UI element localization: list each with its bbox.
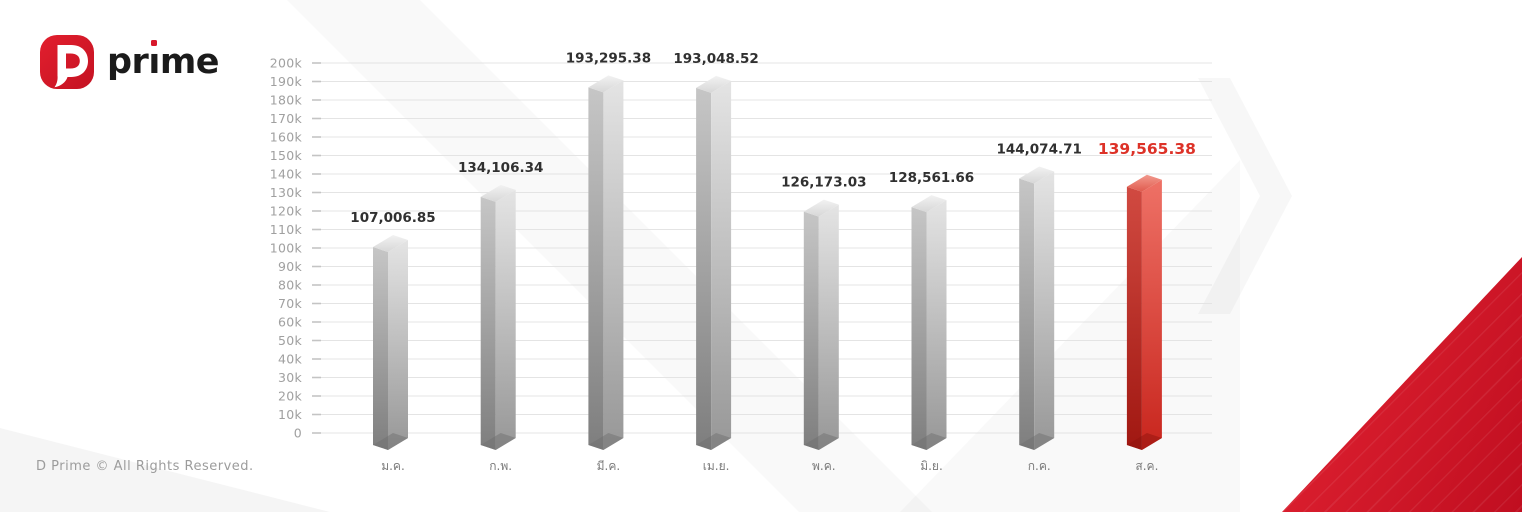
y-axis-label: 50k: [278, 333, 303, 348]
y-axis-label: 40k: [278, 351, 303, 366]
bar-top-face: [1019, 166, 1055, 184]
bar-bottom-face: [588, 433, 624, 450]
wordmark-i-dot: [151, 40, 158, 46]
bar-front-face: [1034, 171, 1055, 450]
bar-bottom-face: [373, 433, 408, 450]
bar-เม.ย.: 193,048.52 เม.ย.: [673, 51, 758, 473]
bar-front-face: [818, 204, 839, 450]
x-axis-label: มิ.ย.: [920, 459, 943, 473]
bar-top-face: [696, 75, 732, 93]
y-axis-label: 20k: [278, 388, 303, 403]
bar-top-face: [373, 235, 408, 253]
x-axis-label: ก.พ.: [489, 459, 512, 473]
bar-left-face: [480, 196, 496, 450]
y-axis-label: 160k: [270, 129, 303, 144]
bar-left-face: [588, 87, 604, 450]
y-axis-label: 180k: [270, 92, 303, 107]
y-axis-label: 30k: [278, 370, 303, 385]
x-axis-label: มี.ค.: [597, 459, 621, 473]
brand-logo: prı me: [40, 34, 220, 90]
bar-value-label: 139,565.38: [1098, 140, 1196, 158]
y-axis-label: 10k: [278, 407, 303, 422]
bar-top-face: [480, 184, 516, 202]
y-axis-label: 150k: [270, 148, 303, 163]
bar-front-face: [711, 80, 732, 451]
d-prime-logo-icon: [40, 35, 94, 89]
bar-ก.พ.: 134,106.34 ก.พ.: [458, 160, 543, 473]
bar-bottom-face: [696, 433, 732, 450]
bar-left-face: [911, 207, 927, 450]
bar-value-label: 134,106.34: [458, 160, 543, 176]
y-axis-label: 140k: [270, 166, 303, 181]
x-axis-label: ม.ค.: [381, 459, 405, 473]
bar-top-face: [1126, 174, 1162, 192]
y-axis-label: 190k: [270, 74, 303, 89]
y-axis-label: 80k: [278, 277, 303, 292]
bar-value-label: 144,074.71: [996, 141, 1081, 157]
bar-top-face: [588, 75, 624, 93]
x-axis-label: ส.ค.: [1135, 459, 1158, 473]
y-axis-label: 70k: [278, 296, 303, 311]
bar-มี.ค.: 193,295.38 มี.ค.: [566, 50, 651, 473]
y-axis-label: 200k: [270, 55, 303, 70]
bottom-left-triangle-decoration: [0, 428, 330, 512]
bar-value-label: 107,006.85: [350, 210, 435, 226]
bar-left-face: [373, 247, 388, 450]
bar-left-face: [1019, 178, 1035, 450]
copyright-text: D Prime © All Rights Reserved.: [36, 459, 254, 474]
y-axis-label: 170k: [270, 111, 303, 126]
bar-value-label: 193,048.52: [673, 51, 758, 67]
x-axis-label: เม.ย.: [703, 459, 730, 473]
bar-bottom-face: [911, 433, 947, 450]
bar-value-label: 126,173.03: [781, 175, 866, 191]
y-axis-label: 60k: [278, 314, 303, 329]
bar-top-face: [803, 199, 839, 217]
logo-letter-d: [54, 45, 88, 88]
bar-ก.ค.: 144,074.71 ก.ค.: [996, 141, 1081, 473]
wordmark-i-letter: ı: [148, 40, 160, 82]
bar-bottom-face: [480, 433, 516, 450]
bar-พ.ค.: 126,173.03 พ.ค.: [781, 175, 866, 473]
bar-ม.ค.: 107,006.85 ม.ค.: [350, 210, 435, 473]
bar-value-label: 193,295.38: [566, 50, 651, 66]
x-axis-label: ก.ค.: [1028, 459, 1051, 473]
bar-left-face: [803, 211, 819, 450]
bar-left-face: [696, 87, 712, 451]
bar-front-face: [1141, 179, 1162, 450]
y-axis-label: 110k: [270, 222, 303, 237]
bar-front-face: [388, 240, 408, 450]
bar-top-face: [911, 195, 947, 213]
y-axis-label: 100k: [270, 240, 303, 255]
bar-front-face: [603, 80, 624, 450]
bar-ส.ค.: 139,565.38 ส.ค.: [1098, 140, 1196, 473]
bar-มิ.ย.: 128,561.66 มิ.ย.: [889, 170, 974, 473]
x-axis-label: พ.ค.: [812, 459, 836, 473]
y-axis-label: 130k: [270, 185, 303, 200]
bar-left-face: [1126, 186, 1142, 450]
y-axis-label: 0: [294, 425, 302, 440]
bar-front-face: [495, 189, 516, 451]
bar-bottom-face: [1019, 433, 1055, 450]
y-axis-label: 90k: [278, 259, 303, 274]
bar-bottom-face: [803, 433, 839, 450]
brand-wordmark: prı me: [107, 34, 220, 90]
bar-bottom-face: [1126, 433, 1162, 450]
y-axis-label: 120k: [270, 203, 303, 218]
bar-front-face: [926, 200, 947, 450]
bar-value-label: 128,561.66: [889, 170, 974, 186]
